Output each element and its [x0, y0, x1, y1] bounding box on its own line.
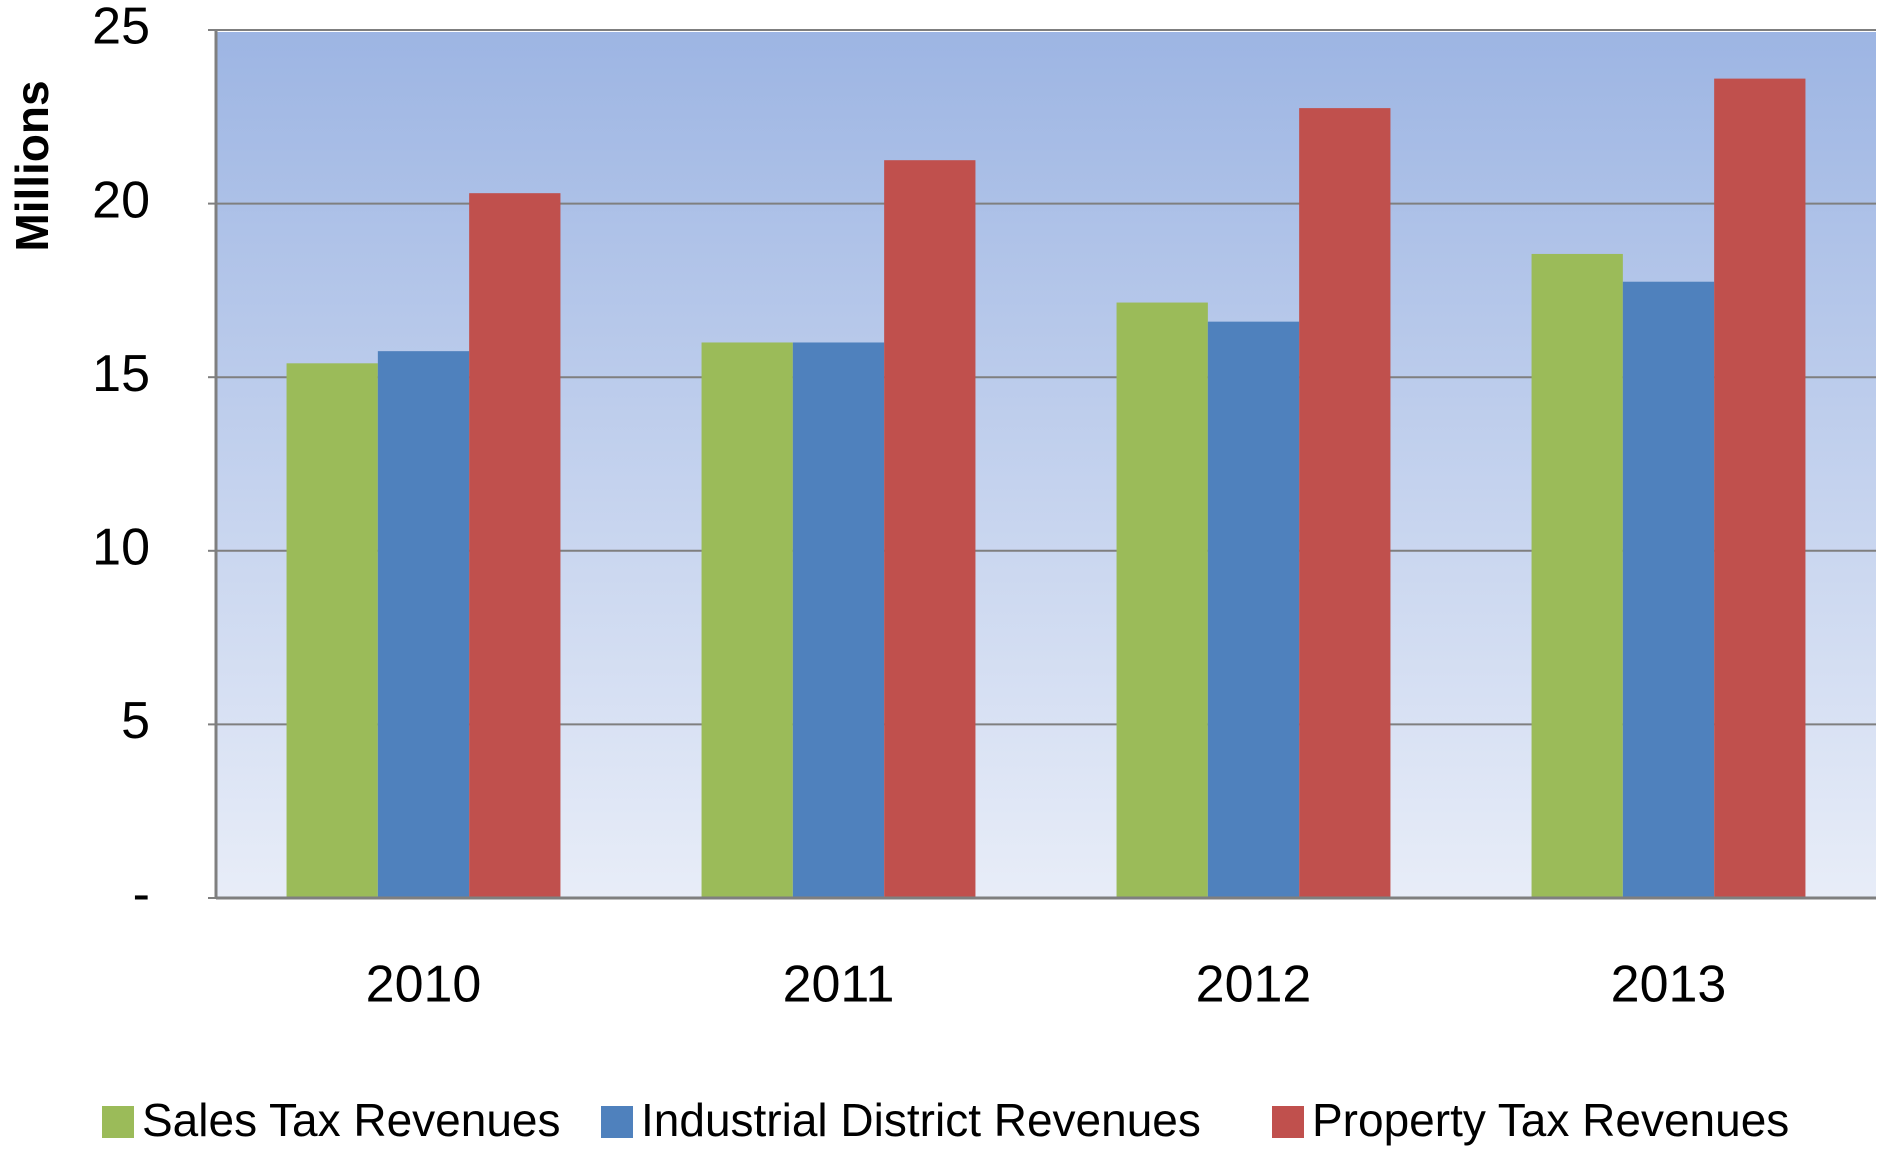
- bar: [792, 342, 885, 899]
- x-tick-label: 2010: [366, 956, 482, 1014]
- y-tick-label: 15: [92, 345, 150, 403]
- legend-swatch: [1272, 1106, 1304, 1138]
- y-tick-label: 10: [92, 519, 150, 577]
- bar: [1531, 253, 1623, 899]
- bar: [884, 160, 976, 898]
- legend-swatch: [102, 1106, 134, 1138]
- x-tick-label: 2011: [783, 956, 895, 1014]
- y-axis-label: Millions: [6, 80, 58, 251]
- y-tick-label: -: [133, 866, 150, 924]
- x-tick-label: 2013: [1611, 956, 1727, 1014]
- y-tick-label: 20: [92, 171, 150, 229]
- bar: [1207, 321, 1300, 898]
- bar: [701, 342, 793, 899]
- bar: [1116, 302, 1208, 898]
- bar: [1714, 78, 1806, 898]
- y-tick-label: 25: [92, 0, 150, 56]
- bar: [469, 193, 561, 898]
- bar: [1299, 108, 1391, 899]
- bar: [286, 363, 378, 898]
- legend-swatch: [601, 1106, 633, 1138]
- legend-label: Sales Tax Revenues: [142, 1094, 561, 1146]
- bar: [1622, 281, 1715, 899]
- x-tick-label: 2012: [1196, 956, 1312, 1014]
- legend-label: Property Tax Revenues: [1312, 1094, 1789, 1146]
- legend-label: Industrial District Revenues: [641, 1094, 1201, 1146]
- bar: [377, 351, 470, 898]
- y-tick-label: 5: [121, 692, 150, 750]
